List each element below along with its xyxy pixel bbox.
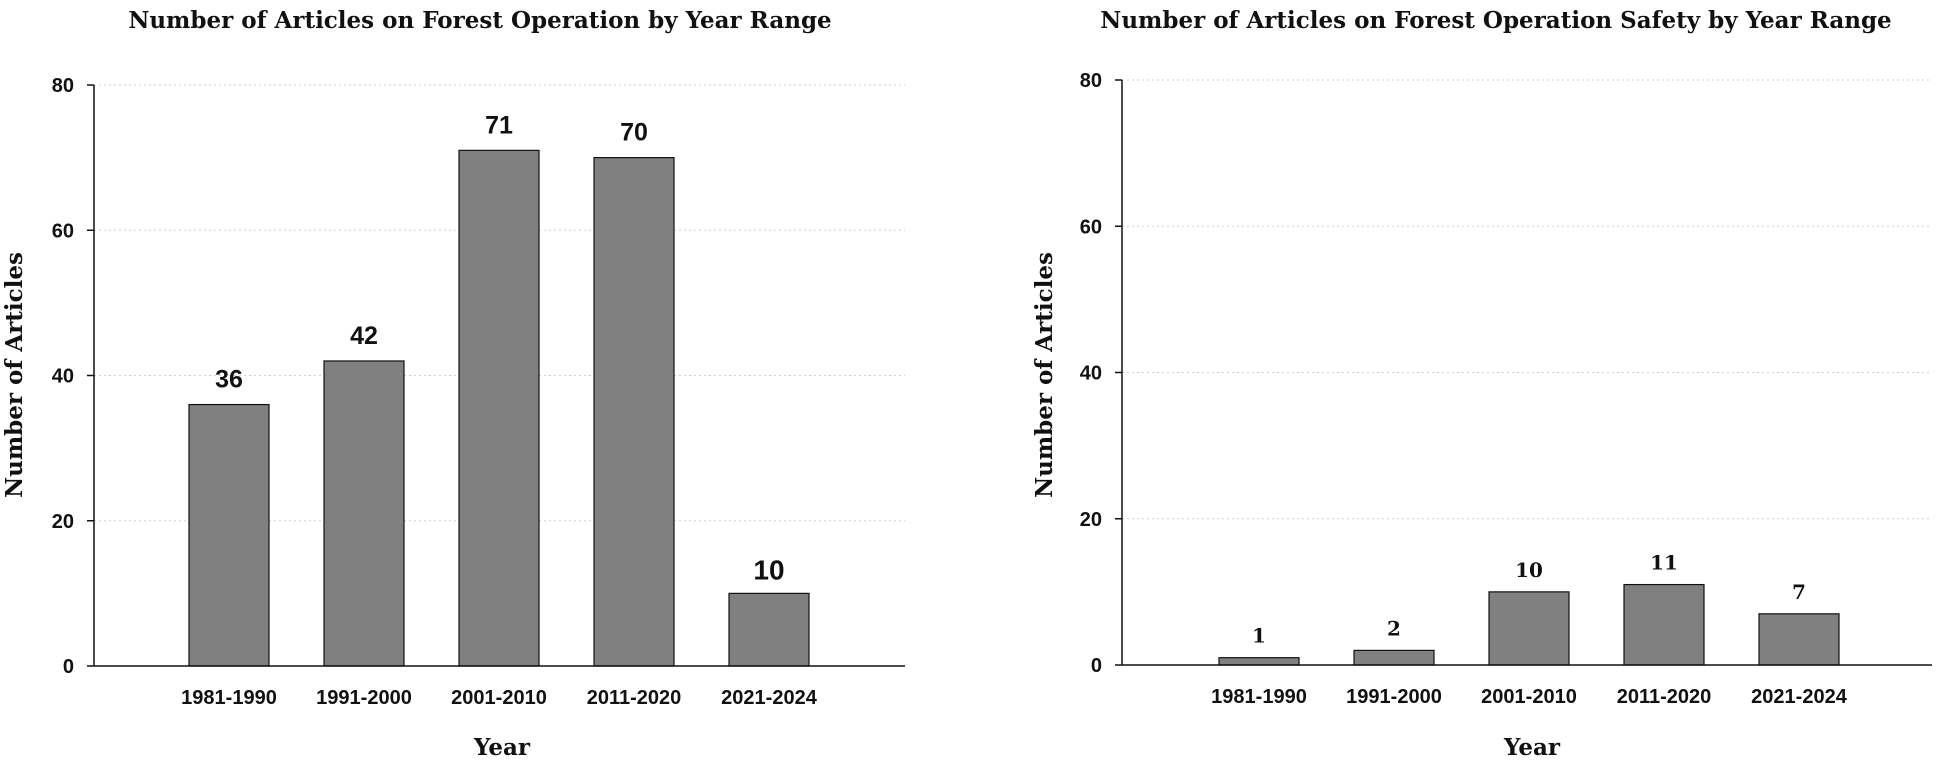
chart-forest-operation: Number of Articles on Forest Operation b… (0, 0, 960, 763)
data-label: 70 (620, 119, 648, 147)
y-tick-label: 20 (52, 511, 74, 533)
x-axis-title: Year (473, 734, 531, 761)
x-tick-label: 2011-2020 (587, 687, 682, 709)
bar (1758, 613, 1840, 666)
x-tick-label: 1981-1990 (1211, 686, 1307, 708)
bar (188, 403, 270, 667)
y-tick-label: 60 (52, 220, 74, 242)
bar (593, 157, 675, 667)
bar (1353, 649, 1435, 666)
y-tick-label: 40 (1080, 363, 1102, 385)
data-label: 7 (1792, 580, 1806, 604)
data-label: 1 (1252, 624, 1266, 648)
data-label: 2 (1387, 616, 1401, 640)
data-label: 42 (350, 322, 378, 350)
x-tick-label: 2001-2010 (451, 687, 547, 709)
x-tick-label: 2011-2020 (1617, 686, 1712, 708)
plot-area: 0 20 40 60 80 36 1981-1990 42 1991-2000 71 2001-20… (52, 75, 905, 709)
data-label: 10 (1515, 558, 1543, 582)
bar (1488, 591, 1570, 666)
x-tick-label: 2021-2024 (1751, 686, 1848, 708)
bar (458, 149, 540, 667)
y-tick-label: 40 (52, 366, 74, 388)
y-tick-label: 0 (63, 656, 74, 678)
y-tick-label: 20 (1080, 509, 1102, 531)
y-tick-label: 0 (1091, 655, 1102, 677)
bar (1218, 657, 1300, 666)
chart-forest-operation-safety: Number of Articles on Forest Operation S… (1020, 0, 1939, 763)
y-axis-title: Number of Articles (1031, 252, 1058, 498)
x-tick-label: 2021-2024 (721, 687, 818, 709)
y-axis-title: Number of Articles (1, 252, 28, 498)
y-tick-label: 80 (52, 75, 74, 97)
bar (1623, 583, 1705, 666)
x-tick-label: 1991-2000 (1346, 686, 1442, 708)
x-tick-label: 2001-2010 (1481, 686, 1577, 708)
bar (323, 360, 405, 667)
data-label: 36 (215, 366, 243, 394)
plot-area: 0 20 40 60 80 1 1981-1990 2 1991-2000 10 2001-2010… (1080, 70, 1932, 708)
data-label: 11 (1650, 551, 1678, 575)
data-label: 71 (485, 111, 513, 139)
chart-title: Number of Articles on Forest Operation S… (1100, 7, 1891, 34)
x-axis-title: Year (1503, 734, 1561, 761)
y-tick-label: 80 (1080, 70, 1102, 92)
y-tick-label: 60 (1080, 216, 1102, 238)
chart-forest-operation-safety-svg: Number of Articles on Forest Operation S… (1031, 7, 1932, 761)
x-tick-label: 1981-1990 (181, 687, 277, 709)
bar (728, 592, 810, 667)
chart-forest-operation-svg: Number of Articles on Forest Operation b… (1, 7, 905, 761)
chart-title: Number of Articles on Forest Operation b… (128, 7, 831, 34)
x-tick-label: 1991-2000 (316, 687, 412, 709)
data-label: 10 (753, 554, 784, 585)
